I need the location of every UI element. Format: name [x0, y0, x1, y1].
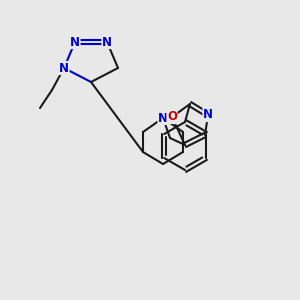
Text: N: N [203, 109, 213, 122]
Text: N: N [59, 61, 69, 74]
Text: O: O [167, 110, 177, 124]
Text: N: N [102, 35, 112, 49]
Text: N: N [70, 35, 80, 49]
Text: N: N [158, 112, 168, 124]
